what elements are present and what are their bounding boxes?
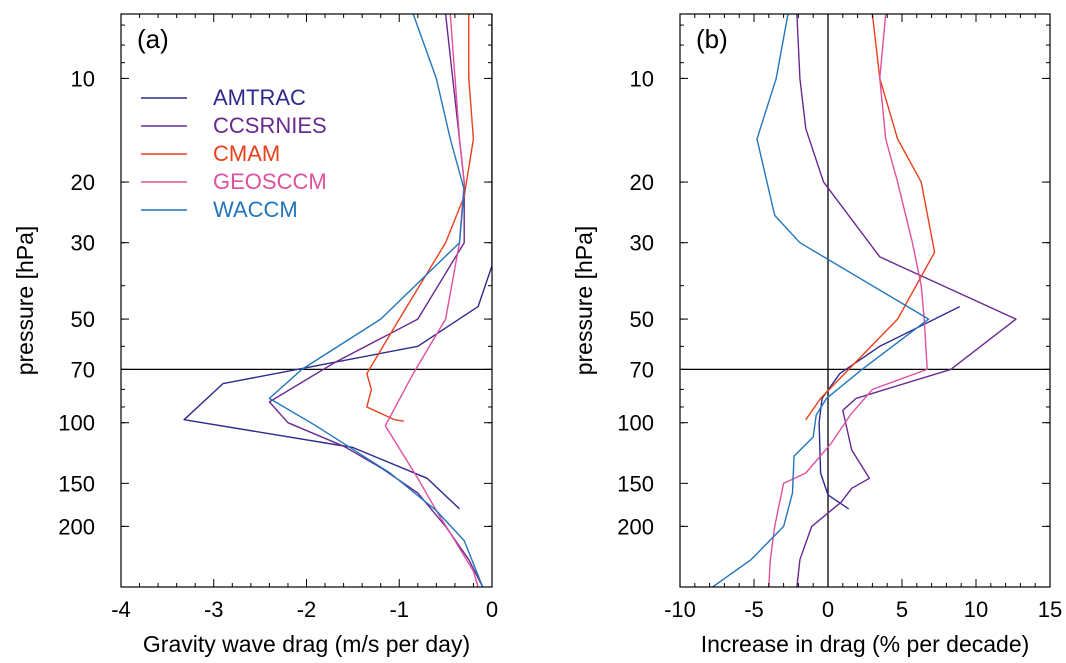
series-line-waccm	[712, 14, 930, 587]
y-tick-label: 200	[58, 514, 95, 539]
series-line-amtrac	[818, 305, 961, 510]
series-line-cmam	[366, 14, 475, 422]
series-line-amtrac	[183, 14, 492, 510]
y-tick-label: 50	[71, 307, 95, 332]
y-tick-label: 20	[71, 170, 95, 195]
y-tick-label: 150	[58, 471, 95, 496]
panel-label: (a)	[137, 24, 169, 54]
series-line-cmam	[805, 14, 936, 421]
plot-frame	[679, 13, 1051, 588]
y-tick-label: 200	[617, 514, 654, 539]
x-axis-title: Gravity wave drag (m/s per day)	[143, 631, 470, 657]
x-tick-label: 10	[964, 597, 988, 622]
y-tick-label: 150	[617, 471, 654, 496]
series-line-geosccm	[384, 14, 479, 587]
y-axis-title: pressure [hPa]	[12, 226, 38, 376]
y-tick-label: 10	[630, 66, 654, 91]
x-tick-label: -1	[389, 597, 409, 622]
y-tick-label: 50	[630, 307, 654, 332]
legend-entry: WACCM	[213, 197, 298, 222]
legend-entry: AMTRAC	[213, 85, 306, 110]
y-tick-label: 100	[58, 411, 95, 436]
x-tick-label: 0	[486, 597, 498, 622]
y-tick-label: 20	[630, 170, 654, 195]
x-tick-label: -10	[664, 597, 696, 622]
y-axis-title: pressure [hPa]	[571, 226, 597, 376]
legend-entry: CCSRNIES	[213, 113, 327, 138]
series-group	[183, 14, 492, 587]
x-tick-label: -2	[297, 597, 317, 622]
x-axis-title: Increase in drag (% per decade)	[701, 631, 1030, 657]
x-tick-label: -3	[204, 597, 224, 622]
y-tick-label: 30	[71, 231, 95, 256]
panel-label: (b)	[696, 24, 728, 54]
panel-b: -10 -5 0 5 10 15 10 20 30 50 70 100 150 200 Increase i…	[571, 13, 1062, 657]
x-tick-label: 0	[822, 597, 834, 622]
series-group	[712, 14, 1017, 587]
panel-a: -4 -3 -2 -1 0 10 20 30 50 70 100 150 200 Gravity wave…	[12, 13, 498, 657]
legend-entry: GEOSCCM	[213, 169, 327, 194]
series-line-ccsrnies	[796, 14, 1017, 587]
x-tick-label: -5	[744, 597, 764, 622]
legend: AMTRAC CCSRNIES CMAM GEOSCCM WACCM	[141, 85, 327, 222]
x-tick-label: 15	[1038, 597, 1062, 622]
y-tick-label: 30	[630, 231, 654, 256]
plot-frame	[120, 13, 493, 588]
x-tick-label: -4	[111, 597, 131, 622]
y-tick-label: 10	[71, 66, 95, 91]
x-tick-label: 5	[896, 597, 908, 622]
legend-entry: CMAM	[213, 141, 280, 166]
series-line-waccm	[268, 14, 484, 587]
series-line-geosccm	[768, 14, 928, 587]
y-tick-label: 70	[630, 357, 654, 382]
y-tick-label: 70	[71, 357, 95, 382]
y-tick-label: 100	[617, 411, 654, 436]
